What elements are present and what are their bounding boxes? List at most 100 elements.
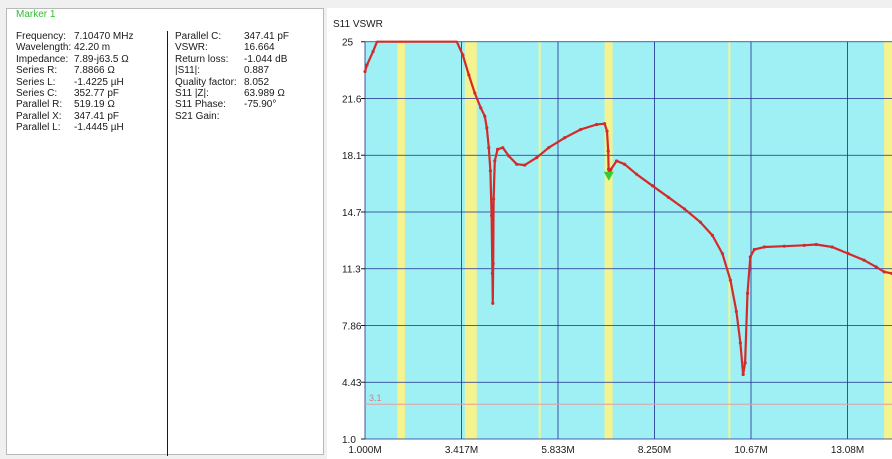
vswr-data-point xyxy=(491,301,495,305)
vswr-data-point xyxy=(698,220,703,224)
vswr-data-point xyxy=(710,233,714,238)
vswr-data-point xyxy=(491,197,496,201)
marker-label: S11 |Z|: xyxy=(175,88,209,100)
vswr-data-point xyxy=(563,136,567,140)
marker-label: Parallel X: xyxy=(16,110,62,122)
marker-value: 7.8866 Ω xyxy=(74,65,115,77)
vswr-data-point xyxy=(489,213,494,218)
reference-line-label: 3.1 xyxy=(369,393,382,403)
marker-value: 347.41 pF xyxy=(74,110,120,122)
ham-band xyxy=(884,42,892,439)
plot-area[interactable] xyxy=(365,42,892,439)
vswr-data-point xyxy=(606,149,610,153)
marker-label: Return loss: xyxy=(175,53,229,65)
vswr-data-point xyxy=(782,244,786,248)
vswr-data-point xyxy=(682,207,687,211)
marker-label: Impedance: xyxy=(16,53,69,65)
marker-row: Wavelength: 42.20 m xyxy=(16,42,133,53)
x-tick-label: 8.250M xyxy=(638,445,671,456)
chart-title: S11 VSWR xyxy=(333,19,383,30)
y-tick-label: 1.0 xyxy=(342,435,356,446)
vswr-data-point xyxy=(862,258,866,262)
vswr-data-point xyxy=(814,242,818,247)
marker-value: -1.044 dB xyxy=(244,53,288,65)
marker-row: Parallel R: 519.19 Ω xyxy=(16,99,133,110)
marker-row: Parallel X: 347.41 pF xyxy=(16,111,133,122)
marker-row: Frequency: 7.10470 MHz xyxy=(16,31,133,42)
y-tick-label: 21.6 xyxy=(342,94,362,105)
vswr-data-point xyxy=(734,309,738,314)
marker-value: -75.90° xyxy=(244,99,277,111)
marker-value: 347.41 pF xyxy=(244,31,290,42)
y-tick-label: 4.43 xyxy=(342,378,362,389)
y-tick-label: 25 xyxy=(342,38,354,49)
vswr-data-point xyxy=(485,126,489,130)
vswr-data-point xyxy=(745,291,750,295)
marker-value: 0.887 xyxy=(244,65,270,77)
vswr-data-point xyxy=(720,252,724,256)
marker-label: Series R: xyxy=(16,65,58,77)
marker-label: Series C: xyxy=(16,88,58,100)
vswr-data-point xyxy=(762,245,766,249)
vswr-chart[interactable]: S11 VSWR 3.1 25 21.6 18.1 14.7 11.3 7.86 4.43 1.… xyxy=(327,8,892,459)
vswr-data-point xyxy=(479,106,483,110)
vswr-data-point xyxy=(579,127,583,132)
vswr-data-point xyxy=(728,278,732,282)
x-tick-label: 10.67M xyxy=(734,445,767,456)
y-tick-label: 18.1 xyxy=(342,151,362,162)
marker-row: S11 Phase: -75.90° xyxy=(175,99,289,110)
vswr-data-point xyxy=(507,154,511,158)
vswr-data-point xyxy=(491,261,495,266)
marker-info-panel: Marker 1 Frequency: 7.10470 MHz Wavelengt… xyxy=(6,8,324,456)
marker-triangle-icon[interactable] xyxy=(603,171,614,181)
x-tick-label: 1.000M xyxy=(348,445,381,456)
vswr-data-point xyxy=(523,163,527,167)
marker-value: -1.4445 µH xyxy=(74,122,124,134)
marker-label: S21 Gain: xyxy=(175,110,220,122)
vswr-data-point xyxy=(501,146,505,150)
marker-label: |S11|: xyxy=(175,65,201,77)
column-divider xyxy=(167,31,168,456)
vswr-chart-panel[interactable]: S11 VSWR 3.1 25 21.6 18.1 14.7 11.3 7.86 4.43 1.… xyxy=(327,8,892,459)
vswr-data-point xyxy=(846,252,850,256)
vswr-data-point xyxy=(606,167,611,171)
vswr-data-point xyxy=(365,63,369,67)
ham-band xyxy=(397,42,405,439)
marker-row: Series R: 7.8866 Ω xyxy=(16,65,133,76)
y-tick-label: 7.86 xyxy=(342,321,362,332)
vswr-data-point xyxy=(748,255,752,259)
vswr-data-point xyxy=(634,172,639,176)
ham-band xyxy=(464,42,477,439)
marker-label: Quality factor: xyxy=(175,76,237,88)
vswr-data-point xyxy=(493,159,497,163)
vswr-data-point xyxy=(483,114,487,118)
marker-value: 519.19 Ω xyxy=(74,99,115,111)
vswr-data-point xyxy=(594,122,599,127)
marker-label: Parallel C: xyxy=(175,31,222,42)
vswr-data-point xyxy=(752,247,756,252)
vswr-data-point xyxy=(487,146,491,150)
marker-value: 7.89-j63.5 Ω xyxy=(74,53,129,65)
marker-value: 7.10470 MHz xyxy=(74,31,134,42)
marker-label: Wavelength: xyxy=(16,42,72,54)
vswr-data-point xyxy=(738,341,742,345)
vswr-data-point xyxy=(666,195,671,199)
ham-band xyxy=(538,42,541,439)
x-tick-label: 13.08M xyxy=(831,445,864,456)
marker-row: Return loss: -1.044 dB xyxy=(175,54,289,65)
marker-label: VSWR: xyxy=(175,42,208,54)
vswr-data-point xyxy=(515,162,519,166)
y-tick-label: 14.7 xyxy=(342,208,362,219)
vswr-data-point xyxy=(802,243,806,247)
marker-row: Quality factor: 8.052 xyxy=(175,77,289,88)
marker-value: 42.20 m xyxy=(74,42,111,54)
marker-row: VSWR: 16.664 xyxy=(175,42,289,53)
y-tick-label: 11.3 xyxy=(342,265,361,276)
marker-value: 352.77 pF xyxy=(74,88,120,100)
ham-band xyxy=(728,42,731,439)
marker-row: Parallel C: 347.41 pF xyxy=(175,31,289,42)
marker-row: Parallel L: -1.4445 µH xyxy=(16,122,133,133)
vswr-data-point xyxy=(371,50,375,54)
vswr-data-point xyxy=(461,53,465,57)
vswr-data-point xyxy=(622,162,627,166)
